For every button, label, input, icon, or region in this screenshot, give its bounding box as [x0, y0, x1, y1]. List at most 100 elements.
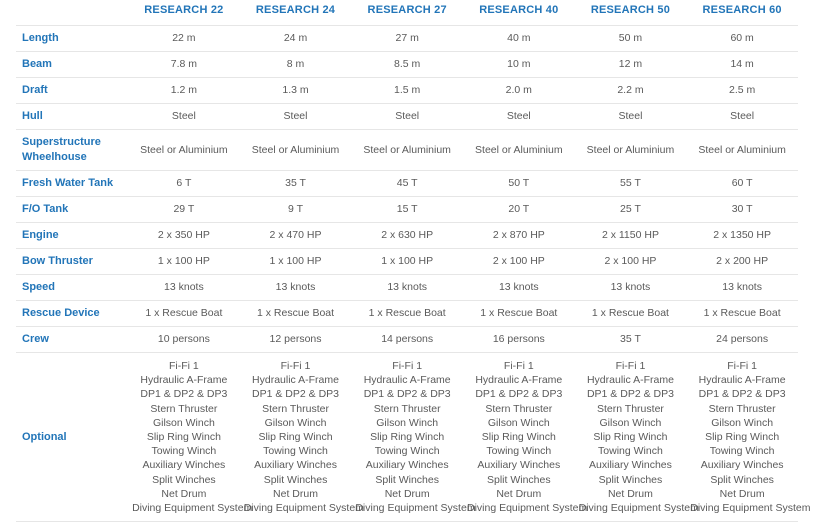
optional-item: Auxiliary Winches — [700, 459, 784, 472]
optional-item: Fi-Fi 1 — [727, 360, 757, 372]
optional-item: Stern Thruster — [262, 402, 329, 415]
row-label-hull: Hull — [16, 103, 129, 130]
cell-rescue-device-research-50: 1 x Rescue Boat — [574, 300, 687, 327]
vessel-specification-table: RESEARCH 22 RESEARCH 24 RESEARCH 27 RESE… — [16, 0, 811, 522]
optional-item: Split Winches — [710, 473, 774, 486]
optional-item: Diving Equipment System — [243, 502, 364, 515]
optional-item: Stern Thruster — [596, 402, 664, 415]
optional-item: Diving Equipment System — [578, 502, 699, 515]
optional-item: Hydraulic A-Frame — [475, 374, 563, 387]
cell-fo-tank-research-50: 25 T — [574, 196, 687, 223]
cell-draft-research-27: 1.5 m — [351, 77, 463, 104]
cell-rescue-device-research-60: 1 x Rescue Boat — [686, 300, 798, 327]
cell-length-research-60: 60 m — [686, 25, 798, 52]
cell-crew-research-40: 16 persons — [462, 326, 575, 353]
cell-draft-research-22: 1.2 m — [128, 77, 240, 104]
row-label-rescue-device: Rescue Device — [16, 300, 129, 327]
optional-item: Hydraulic A-Frame — [140, 374, 228, 387]
optional-item: Stern Thruster — [373, 402, 441, 415]
optional-item: Fi-Fi 1 — [503, 360, 534, 372]
spec-table-container: RESEARCH 22 RESEARCH 24 RESEARCH 27 RESE… — [16, 0, 811, 522]
optional-item: Slip Ring Winch — [370, 431, 445, 444]
optional-item: Hydraulic A-Frame — [252, 374, 339, 387]
optional-list-research-40: Fi-Fi 1 Hydraulic A-Frame DP1 & DP2 & DP3 S… — [467, 359, 587, 515]
optional-item: Towing Winch — [374, 445, 440, 458]
cell-draft-research-40: 2.0 m — [462, 77, 575, 104]
optional-item: Auxiliary Winches — [477, 459, 561, 472]
table-row-hull: Hull Steel Steel Steel Steel Steel Steel — [16, 103, 798, 130]
cell-bow-thruster-research-60: 2 x 200 HP — [686, 248, 798, 275]
optional-item: Auxiliary Winches — [254, 459, 337, 472]
column-header-research-40: RESEARCH 40 — [462, 0, 575, 26]
optional-item: DP1 & DP2 & DP3 — [698, 388, 786, 401]
cell-hull-research-60: Steel — [686, 103, 798, 130]
optional-item: Gilson Winch — [152, 416, 215, 429]
cell-engine-research-27: 2 x 630 HP — [351, 222, 463, 249]
optional-list-research-50: Fi-Fi 1 Hydraulic A-Frame DP1 & DP2 & DP3 S… — [578, 359, 699, 515]
cell-hull-research-22: Steel — [128, 103, 240, 130]
cell-speed-research-60: 13 knots — [686, 274, 798, 301]
optional-item: Towing Winch — [598, 445, 663, 458]
cell-length-research-50: 50 m — [574, 25, 687, 52]
cell-bow-thruster-research-50: 2 x 100 HP — [574, 248, 687, 275]
optional-item: Net Drum — [161, 487, 207, 500]
cell-engine-research-60: 2 x 1350 HP — [686, 222, 798, 249]
optional-item: Split Winches — [263, 473, 328, 486]
cell-optional-research-50: Fi-Fi 1 Hydraulic A-Frame DP1 & DP2 & DP3 S… — [574, 352, 699, 522]
cell-engine-research-40: 2 x 870 HP — [462, 222, 575, 249]
cell-fresh-water-tank-research-60: 60 T — [686, 170, 798, 197]
optional-item: Towing Winch — [486, 445, 552, 458]
optional-item: Gilson Winch — [376, 416, 439, 429]
cell-superstructure-research-24: Steel or Aluminium — [239, 129, 352, 171]
optional-list-research-27: Fi-Fi 1 Hydraulic A-Frame DP1 & DP2 & DP3 S… — [355, 359, 476, 515]
cell-fresh-water-tank-research-40: 50 T — [462, 170, 575, 197]
optional-item: Slip Ring Winch — [146, 431, 221, 444]
cell-draft-research-24: 1.3 m — [239, 77, 352, 104]
cell-fo-tank-research-22: 29 T — [128, 196, 240, 223]
cell-optional-research-40: Fi-Fi 1 Hydraulic A-Frame DP1 & DP2 & DP3 S… — [462, 352, 587, 522]
optional-item: Diving Equipment System — [355, 502, 476, 515]
cell-draft-research-60: 2.5 m — [686, 77, 798, 104]
optional-item: Towing Winch — [709, 445, 775, 458]
cell-rescue-device-research-22: 1 x Rescue Boat — [128, 300, 240, 327]
optional-item: DP1 & DP2 & DP3 — [140, 388, 228, 401]
cell-fo-tank-research-40: 20 T — [462, 196, 575, 223]
table-row-draft: Draft 1.2 m 1.3 m 1.5 m 2.0 m 2.2 m 2.5 … — [16, 77, 798, 104]
cell-speed-research-24: 13 knots — [239, 274, 352, 301]
cell-beam-research-60: 14 m — [686, 51, 798, 78]
cell-optional-research-60: Fi-Fi 1 Hydraulic A-Frame DP1 & DP2 & DP3 S… — [686, 352, 811, 522]
cell-optional-research-27: Fi-Fi 1 Hydraulic A-Frame DP1 & DP2 & DP3 S… — [351, 352, 476, 522]
cell-fresh-water-tank-research-22: 6 T — [128, 170, 240, 197]
table-header: RESEARCH 22 RESEARCH 24 RESEARCH 27 RESE… — [16, 0, 798, 26]
cell-superstructure-research-40: Steel or Aluminium — [462, 129, 575, 171]
optional-item: Fi-Fi 1 — [169, 360, 199, 372]
optional-item: Slip Ring Winch — [258, 431, 333, 444]
optional-item: Split Winches — [598, 473, 663, 486]
table-row-fresh-water-tank: Fresh Water Tank 6 T 35 T 45 T 50 T 55 T… — [16, 170, 798, 197]
cell-hull-research-50: Steel — [574, 103, 687, 130]
optional-item: Hydraulic A-Frame — [586, 374, 674, 387]
cell-superstructure-research-50: Steel or Aluminium — [574, 129, 687, 171]
optional-item: Fi-Fi 1 — [615, 360, 646, 372]
optional-item: Stern Thruster — [708, 402, 776, 415]
cell-beam-research-22: 7.8 m — [128, 51, 240, 78]
cell-fresh-water-tank-research-27: 45 T — [351, 170, 463, 197]
cell-speed-research-50: 13 knots — [574, 274, 687, 301]
cell-bow-thruster-research-40: 2 x 100 HP — [462, 248, 575, 275]
optional-list-research-24: Fi-Fi 1 Hydraulic A-Frame DP1 & DP2 & DP3 S… — [243, 359, 364, 515]
optional-item: Stern Thruster — [150, 402, 218, 415]
optional-item: Slip Ring Winch — [705, 431, 780, 444]
header-row: RESEARCH 22 RESEARCH 24 RESEARCH 27 RESE… — [16, 0, 798, 26]
cell-length-research-24: 24 m — [239, 25, 352, 52]
optional-item: Towing Winch — [151, 445, 217, 458]
optional-item: Diving Equipment System — [690, 502, 811, 515]
cell-engine-research-50: 2 x 1150 HP — [574, 222, 687, 249]
cell-hull-research-24: Steel — [239, 103, 352, 130]
table-row-rescue-device: Rescue Device 1 x Rescue Boat 1 x Rescue… — [16, 300, 798, 327]
cell-beam-research-24: 8 m — [239, 51, 352, 78]
optional-item: DP1 & DP2 & DP3 — [586, 388, 674, 401]
row-label-bow-thruster: Bow Thruster — [16, 248, 129, 275]
row-label-draft: Draft — [16, 77, 129, 104]
cell-draft-research-50: 2.2 m — [574, 77, 687, 104]
row-label-crew: Crew — [16, 326, 129, 353]
